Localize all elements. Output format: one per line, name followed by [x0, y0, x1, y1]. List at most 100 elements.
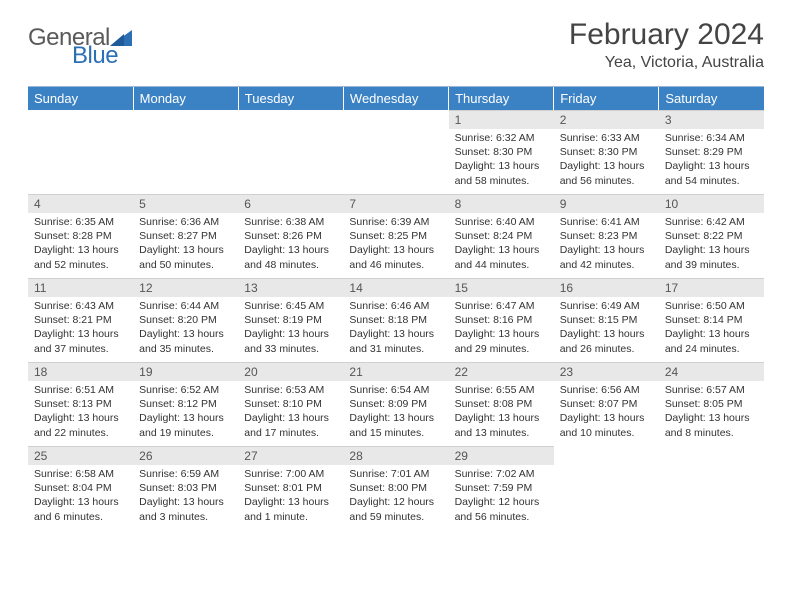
calendar-day: 18Sunrise: 6:51 AMSunset: 8:13 PMDayligh… [28, 362, 133, 446]
day-details: Sunrise: 6:52 AMSunset: 8:12 PMDaylight:… [133, 381, 238, 444]
sunset-line: Sunset: 8:16 PM [455, 313, 548, 327]
sunrise-line: Sunrise: 6:33 AM [560, 131, 653, 145]
sunset-line: Sunset: 8:24 PM [455, 229, 548, 243]
sunrise-line: Sunrise: 6:54 AM [349, 383, 442, 397]
day-number: 7 [343, 194, 448, 213]
calendar-week: 1Sunrise: 6:32 AMSunset: 8:30 PMDaylight… [28, 110, 764, 194]
daylight-line: Daylight: 13 hours and 58 minutes. [455, 159, 548, 187]
calendar-day: 12Sunrise: 6:44 AMSunset: 8:20 PMDayligh… [133, 278, 238, 362]
calendar-day: 11Sunrise: 6:43 AMSunset: 8:21 PMDayligh… [28, 278, 133, 362]
calendar-day: 23Sunrise: 6:56 AMSunset: 8:07 PMDayligh… [554, 362, 659, 446]
daylight-line: Daylight: 12 hours and 56 minutes. [455, 495, 548, 523]
calendar-empty [28, 110, 133, 194]
day-header-sunday: Sunday [28, 87, 133, 110]
daylight-line: Daylight: 13 hours and 52 minutes. [34, 243, 127, 271]
sunset-line: Sunset: 8:07 PM [560, 397, 653, 411]
daylight-line: Daylight: 13 hours and 50 minutes. [139, 243, 232, 271]
calendar-day: 4Sunrise: 6:35 AMSunset: 8:28 PMDaylight… [28, 194, 133, 278]
daylight-line: Daylight: 12 hours and 59 minutes. [349, 495, 442, 523]
day-number: 20 [238, 362, 343, 381]
calendar-empty [554, 446, 659, 530]
calendar-day: 6Sunrise: 6:38 AMSunset: 8:26 PMDaylight… [238, 194, 343, 278]
day-number: 22 [449, 362, 554, 381]
day-header-monday: Monday [133, 87, 238, 110]
day-details: Sunrise: 6:47 AMSunset: 8:16 PMDaylight:… [449, 297, 554, 360]
day-header-friday: Friday [554, 87, 659, 110]
day-number: 17 [659, 278, 764, 297]
day-number: 26 [133, 446, 238, 465]
calendar-table: SundayMondayTuesdayWednesdayThursdayFrid… [28, 87, 764, 530]
sunset-line: Sunset: 8:27 PM [139, 229, 232, 243]
day-details: Sunrise: 6:40 AMSunset: 8:24 PMDaylight:… [449, 213, 554, 276]
calendar-week: 25Sunrise: 6:58 AMSunset: 8:04 PMDayligh… [28, 446, 764, 530]
day-number: 8 [449, 194, 554, 213]
day-number: 23 [554, 362, 659, 381]
day-number: 2 [554, 110, 659, 129]
calendar-day: 21Sunrise: 6:54 AMSunset: 8:09 PMDayligh… [343, 362, 448, 446]
day-number: 19 [133, 362, 238, 381]
calendar-empty [659, 446, 764, 530]
daylight-line: Daylight: 13 hours and 35 minutes. [139, 327, 232, 355]
day-number: 12 [133, 278, 238, 297]
day-details: Sunrise: 7:01 AMSunset: 8:00 PMDaylight:… [343, 465, 448, 528]
day-details: Sunrise: 6:55 AMSunset: 8:08 PMDaylight:… [449, 381, 554, 444]
day-number: 21 [343, 362, 448, 381]
sunset-line: Sunset: 7:59 PM [455, 481, 548, 495]
location-text: Yea, Victoria, Australia [569, 54, 764, 72]
sunrise-line: Sunrise: 6:50 AM [665, 299, 758, 313]
sunrise-line: Sunrise: 6:59 AM [139, 467, 232, 481]
daylight-line: Daylight: 13 hours and 22 minutes. [34, 411, 127, 439]
day-number: 11 [28, 278, 133, 297]
day-details: Sunrise: 6:50 AMSunset: 8:14 PMDaylight:… [659, 297, 764, 360]
day-details: Sunrise: 6:35 AMSunset: 8:28 PMDaylight:… [28, 213, 133, 276]
daylight-line: Daylight: 13 hours and 10 minutes. [560, 411, 653, 439]
sunrise-line: Sunrise: 7:02 AM [455, 467, 548, 481]
calendar-day: 17Sunrise: 6:50 AMSunset: 8:14 PMDayligh… [659, 278, 764, 362]
sunset-line: Sunset: 8:05 PM [665, 397, 758, 411]
day-header-saturday: Saturday [659, 87, 764, 110]
daylight-line: Daylight: 13 hours and 54 minutes. [665, 159, 758, 187]
calendar-day: 19Sunrise: 6:52 AMSunset: 8:12 PMDayligh… [133, 362, 238, 446]
daylight-line: Daylight: 13 hours and 42 minutes. [560, 243, 653, 271]
day-number: 27 [238, 446, 343, 465]
day-details: Sunrise: 6:41 AMSunset: 8:23 PMDaylight:… [554, 213, 659, 276]
day-number: 28 [343, 446, 448, 465]
sunset-line: Sunset: 8:14 PM [665, 313, 758, 327]
daylight-line: Daylight: 13 hours and 6 minutes. [34, 495, 127, 523]
calendar-day: 13Sunrise: 6:45 AMSunset: 8:19 PMDayligh… [238, 278, 343, 362]
day-details: Sunrise: 6:49 AMSunset: 8:15 PMDaylight:… [554, 297, 659, 360]
day-details: Sunrise: 6:59 AMSunset: 8:03 PMDaylight:… [133, 465, 238, 528]
brand-blue: Blue [72, 42, 118, 69]
day-details: Sunrise: 6:57 AMSunset: 8:05 PMDaylight:… [659, 381, 764, 444]
sunrise-line: Sunrise: 6:52 AM [139, 383, 232, 397]
calendar-week: 18Sunrise: 6:51 AMSunset: 8:13 PMDayligh… [28, 362, 764, 446]
day-number: 9 [554, 194, 659, 213]
sunrise-line: Sunrise: 6:35 AM [34, 215, 127, 229]
day-number: 25 [28, 446, 133, 465]
day-header-wednesday: Wednesday [343, 87, 448, 110]
calendar-day: 22Sunrise: 6:55 AMSunset: 8:08 PMDayligh… [449, 362, 554, 446]
sunrise-line: Sunrise: 6:36 AM [139, 215, 232, 229]
daylight-line: Daylight: 13 hours and 31 minutes. [349, 327, 442, 355]
calendar-day: 20Sunrise: 6:53 AMSunset: 8:10 PMDayligh… [238, 362, 343, 446]
sunrise-line: Sunrise: 6:53 AM [244, 383, 337, 397]
calendar-day: 7Sunrise: 6:39 AMSunset: 8:25 PMDaylight… [343, 194, 448, 278]
sunset-line: Sunset: 8:29 PM [665, 145, 758, 159]
day-number: 16 [554, 278, 659, 297]
calendar-week: 4Sunrise: 6:35 AMSunset: 8:28 PMDaylight… [28, 194, 764, 278]
title-block: February 2024 Yea, Victoria, Australia [569, 18, 764, 72]
calendar-day: 9Sunrise: 6:41 AMSunset: 8:23 PMDaylight… [554, 194, 659, 278]
calendar-day: 8Sunrise: 6:40 AMSunset: 8:24 PMDaylight… [449, 194, 554, 278]
daylight-line: Daylight: 13 hours and 48 minutes. [244, 243, 337, 271]
sunrise-line: Sunrise: 6:55 AM [455, 383, 548, 397]
sunset-line: Sunset: 8:00 PM [349, 481, 442, 495]
day-details: Sunrise: 6:42 AMSunset: 8:22 PMDaylight:… [659, 213, 764, 276]
sunset-line: Sunset: 8:04 PM [34, 481, 127, 495]
day-details: Sunrise: 6:56 AMSunset: 8:07 PMDaylight:… [554, 381, 659, 444]
calendar-empty [343, 110, 448, 194]
day-details: Sunrise: 6:39 AMSunset: 8:25 PMDaylight:… [343, 213, 448, 276]
sunset-line: Sunset: 8:15 PM [560, 313, 653, 327]
sunset-line: Sunset: 8:09 PM [349, 397, 442, 411]
day-number: 10 [659, 194, 764, 213]
calendar-day: 14Sunrise: 6:46 AMSunset: 8:18 PMDayligh… [343, 278, 448, 362]
